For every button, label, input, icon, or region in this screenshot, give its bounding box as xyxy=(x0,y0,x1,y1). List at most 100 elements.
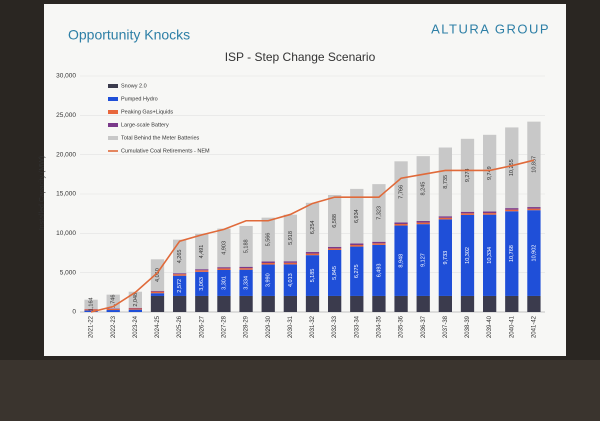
data-label: 5,918 xyxy=(288,231,294,245)
data-label: 9,127 xyxy=(421,253,427,267)
bar-segment xyxy=(305,253,320,256)
x-tick-label: 2026-27 xyxy=(199,315,205,338)
bar-segment xyxy=(394,222,408,224)
bar-segment xyxy=(305,202,320,253)
x-tick-label: 2024-25 xyxy=(155,315,161,338)
bar-segment xyxy=(527,121,541,208)
bar-segment xyxy=(394,223,408,226)
bar-segment xyxy=(438,295,452,312)
bar-segment xyxy=(505,209,519,212)
legend-swatch xyxy=(108,84,118,88)
data-label: 8,245 xyxy=(421,182,427,196)
legend-swatch xyxy=(108,97,118,101)
bar-segment xyxy=(195,270,209,272)
legend-label: Total Behind the Meter Batteries xyxy=(121,135,200,141)
y-tick-label: 10,000 xyxy=(56,230,76,237)
data-label: 6,275 xyxy=(354,264,360,278)
bar-segment xyxy=(438,216,452,218)
bar-segment xyxy=(394,161,408,223)
bar-segment xyxy=(150,290,165,292)
data-label: 10,302 xyxy=(465,247,471,264)
data-label: 2,572 xyxy=(177,279,183,293)
bar-segment xyxy=(505,211,519,296)
bar-segment xyxy=(527,207,541,209)
bar-segment xyxy=(438,147,452,217)
bar-segment xyxy=(173,274,187,276)
bar-segment xyxy=(195,269,209,271)
bar-segment xyxy=(505,127,519,209)
bar-segment xyxy=(328,249,342,296)
x-tick-label: 2021-22 xyxy=(89,315,95,338)
legend-swatch xyxy=(108,110,118,114)
bar-segment xyxy=(416,295,430,312)
wall xyxy=(0,360,600,421)
data-label: 6,934 xyxy=(354,209,360,223)
bar-segment xyxy=(505,208,519,210)
data-label: 10,857 xyxy=(531,156,537,173)
x-tick-label: 2039-40 xyxy=(487,315,493,338)
bar-segment xyxy=(350,188,364,244)
data-label: 3,063 xyxy=(199,277,205,291)
bar-segment xyxy=(217,267,231,269)
x-tick-label: 2022-23 xyxy=(111,315,117,338)
x-tick-label: 2023-24 xyxy=(133,315,139,338)
bar-segment xyxy=(460,295,475,312)
data-label: 6,254 xyxy=(310,221,316,235)
bar-segment xyxy=(261,264,275,296)
bar-segment xyxy=(416,222,430,225)
bar-segment xyxy=(328,194,342,247)
bar-segment xyxy=(305,252,320,254)
x-tick-label: 2027-28 xyxy=(222,315,228,338)
bar-segment xyxy=(483,213,497,215)
bar-segment xyxy=(217,268,231,270)
bar-segment xyxy=(394,225,408,296)
y-tick-label: 15,000 xyxy=(56,191,76,198)
bar-segment xyxy=(239,266,253,269)
bar-segment xyxy=(483,134,497,212)
x-tick-label: 2028-29 xyxy=(244,315,250,338)
bar-segment xyxy=(305,255,320,296)
bar-segment xyxy=(239,268,253,270)
bar-segment xyxy=(283,264,297,296)
x-tick-label: 2032-33 xyxy=(332,315,338,338)
bar-segment xyxy=(527,295,541,312)
x-tick-label: 2031-32 xyxy=(310,315,316,338)
chart-title: ISP - Step Change Scenario xyxy=(225,50,376,64)
bar-segment xyxy=(460,138,475,212)
legend-label: Cumulative Coal Retirements - NEM xyxy=(121,148,210,154)
bar-segment xyxy=(328,295,342,312)
legend-label: Pumped Hydro xyxy=(121,96,158,102)
data-label: 4,491 xyxy=(199,245,205,259)
bar-segment xyxy=(372,241,386,244)
bar-segment xyxy=(372,243,386,245)
x-tick-label: 2040-41 xyxy=(509,315,515,338)
data-label: 4,013 xyxy=(288,273,294,287)
data-label: 3,301 xyxy=(221,276,227,290)
data-label: 4,265 xyxy=(177,250,183,264)
data-label: 6,588 xyxy=(332,214,338,228)
bar-segment xyxy=(305,295,320,312)
bar-segment xyxy=(350,245,364,247)
data-label: 8,735 xyxy=(443,175,449,189)
bar-segment xyxy=(150,293,165,296)
bar-segment xyxy=(350,243,364,246)
data-label: 4,903 xyxy=(221,241,227,255)
data-label: 5,566 xyxy=(266,233,272,247)
bar-segment xyxy=(416,221,430,223)
bar-segment xyxy=(239,295,253,312)
data-label: 9,749 xyxy=(487,166,493,180)
data-label: 1,164 xyxy=(89,297,95,311)
bar-segment xyxy=(283,262,297,265)
bar-segment xyxy=(106,308,120,311)
line xyxy=(90,159,535,313)
data-label: 10,334 xyxy=(487,247,493,264)
bar-segment xyxy=(128,291,142,308)
bar-segment xyxy=(195,271,209,296)
bar-segment xyxy=(261,295,275,312)
y-tick-label: 25,000 xyxy=(56,112,76,119)
bar-segment xyxy=(261,261,275,263)
x-tick-label: 2037-38 xyxy=(443,315,449,338)
bar-segment xyxy=(261,262,275,265)
bar-segment xyxy=(261,217,275,262)
bar-segment xyxy=(283,261,297,263)
